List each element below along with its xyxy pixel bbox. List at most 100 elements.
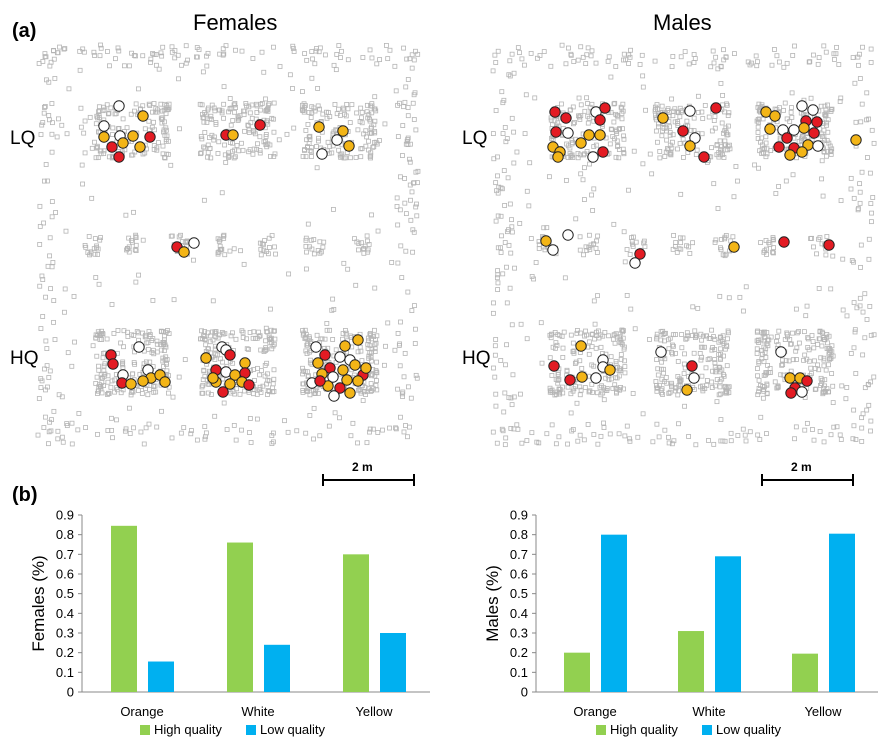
- background-point: [104, 336, 110, 342]
- location-marker: [341, 374, 353, 386]
- background-point: [368, 103, 373, 109]
- background-point: [395, 102, 401, 108]
- background-point: [649, 171, 655, 177]
- background-point: [308, 339, 314, 345]
- location-marker: [224, 378, 236, 390]
- background-point: [405, 384, 411, 390]
- background-point: [62, 46, 68, 51]
- background-point: [141, 441, 147, 447]
- background-point: [71, 293, 77, 299]
- background-point: [620, 126, 625, 132]
- background-point: [228, 122, 234, 128]
- background-point: [46, 441, 51, 447]
- background-point: [771, 245, 776, 251]
- background-point: [37, 223, 43, 229]
- background-point: [176, 76, 181, 82]
- background-point: [669, 380, 674, 386]
- background-point: [260, 383, 266, 389]
- background-point: [412, 341, 418, 346]
- background-point: [682, 351, 687, 357]
- background-point: [584, 248, 590, 253]
- location-marker: [137, 375, 149, 387]
- background-point: [541, 225, 547, 231]
- background-point: [823, 367, 829, 373]
- background-point: [563, 177, 569, 183]
- location-marker: [217, 386, 229, 398]
- background-point: [670, 342, 675, 348]
- background-point: [725, 328, 731, 334]
- background-point: [548, 388, 554, 394]
- background-point: [825, 340, 830, 346]
- background-point: [369, 373, 374, 379]
- background-point: [796, 340, 802, 346]
- background-point: [210, 298, 216, 304]
- background-point: [257, 150, 263, 156]
- background-point: [411, 57, 417, 63]
- background-point: [405, 434, 410, 440]
- background-point: [304, 351, 310, 357]
- background-point: [673, 350, 678, 356]
- background-point: [368, 381, 374, 387]
- background-point: [126, 249, 132, 255]
- background-point: [518, 321, 524, 327]
- background-point: [753, 53, 759, 59]
- background-point: [824, 122, 829, 128]
- location-marker: [583, 129, 595, 141]
- location-marker: [113, 100, 125, 112]
- background-point: [669, 139, 675, 145]
- location-marker: [314, 375, 326, 387]
- background-point: [577, 392, 583, 398]
- background-point: [212, 329, 218, 335]
- background-point: [235, 115, 241, 121]
- background-point: [318, 249, 324, 255]
- background-point: [79, 162, 85, 168]
- background-point: [106, 110, 112, 116]
- background-point: [758, 414, 764, 420]
- background-point: [49, 264, 55, 270]
- background-point: [291, 125, 297, 131]
- background-point: [495, 280, 501, 286]
- background-point: [836, 62, 842, 67]
- background-point: [100, 331, 106, 336]
- background-point: [345, 57, 351, 63]
- background-point: [507, 201, 513, 207]
- background-point: [273, 251, 278, 257]
- background-point: [571, 350, 577, 356]
- background-point: [189, 428, 194, 433]
- background-point: [695, 305, 701, 311]
- background-point: [858, 242, 864, 248]
- background-point: [825, 389, 831, 395]
- background-point: [49, 199, 55, 204]
- background-point: [824, 153, 829, 159]
- background-point: [818, 375, 824, 381]
- background-point: [43, 338, 49, 344]
- background-point: [764, 390, 770, 396]
- background-point: [662, 338, 667, 344]
- background-point: [42, 51, 48, 57]
- background-point: [654, 331, 660, 337]
- location-marker: [684, 140, 696, 152]
- background-point: [109, 132, 115, 137]
- background-point: [118, 340, 124, 346]
- background-point: [85, 250, 91, 255]
- background-point: [405, 289, 411, 295]
- background-point: [524, 438, 530, 444]
- background-point: [377, 57, 383, 62]
- background-point: [123, 212, 129, 218]
- background-point: [230, 330, 235, 336]
- background-point: [271, 129, 277, 135]
- background-point: [627, 54, 633, 60]
- background-point: [305, 121, 311, 127]
- background-point: [509, 229, 515, 235]
- background-point: [394, 195, 400, 201]
- background-point: [227, 248, 233, 254]
- background-point: [264, 329, 270, 335]
- background-point: [693, 332, 698, 338]
- background-point: [504, 229, 510, 235]
- background-point: [408, 197, 413, 203]
- background-point: [399, 391, 405, 397]
- background-point: [598, 433, 604, 439]
- background-point: [620, 108, 626, 114]
- background-point: [813, 386, 819, 392]
- background-point: [730, 234, 736, 240]
